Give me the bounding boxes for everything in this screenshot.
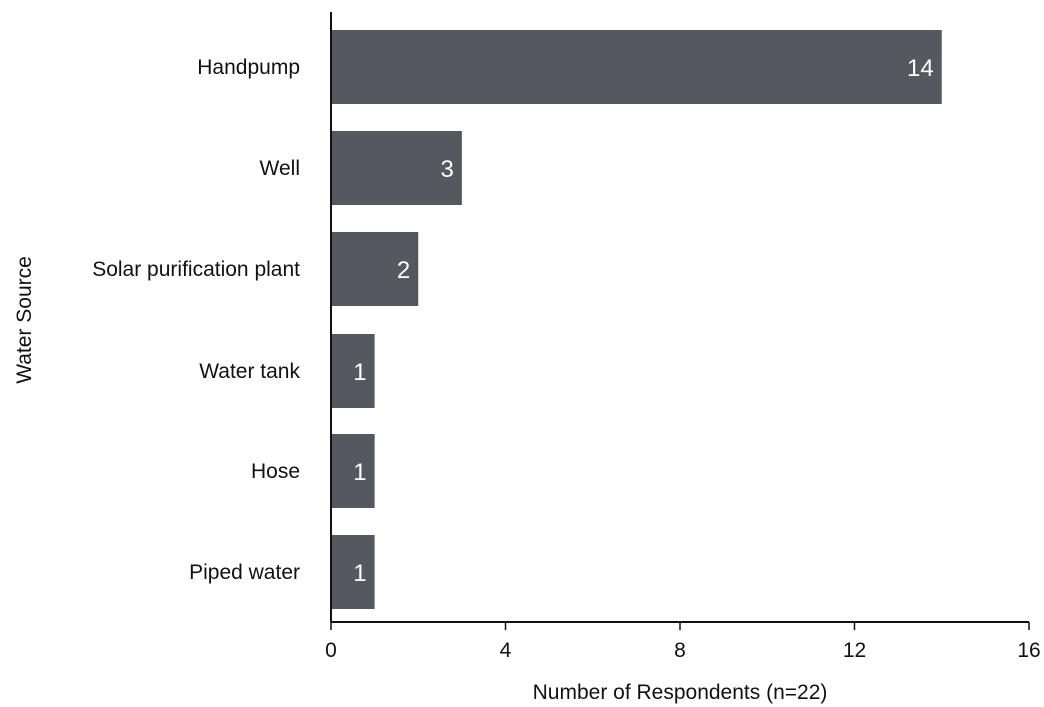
bar [331, 434, 375, 508]
bar [331, 232, 419, 306]
category-label: Water tank [199, 360, 300, 383]
x-tick-label: 16 [1017, 639, 1040, 662]
bar-value-label: 3 [441, 156, 454, 183]
bar-value-label: 1 [353, 459, 366, 486]
data-labels: 14 3 2 1 1 1 [353, 55, 933, 587]
x-axis-ticks: 0 4 8 12 16 [325, 622, 1041, 662]
category-label: Handpump [197, 56, 300, 79]
category-label: Solar purification plant [92, 258, 300, 281]
category-labels: Handpump Well Solar purification plant Wate… [92, 56, 300, 584]
bar-value-label: 1 [353, 359, 366, 386]
category-label: Well [260, 157, 300, 180]
category-label: Hose [251, 460, 300, 483]
bar-value-label: 1 [353, 560, 366, 587]
x-tick-label: 0 [325, 639, 337, 662]
bars-layer [331, 30, 942, 609]
category-label: Piped water [189, 561, 300, 584]
y-axis-title: Water Source [13, 256, 36, 384]
bar [331, 334, 375, 408]
bar [331, 30, 942, 104]
x-axis-title: Number of Respondents (n=22) [533, 681, 828, 704]
bar-value-label: 14 [907, 55, 934, 82]
bar-value-label: 2 [397, 257, 410, 284]
x-tick-label: 4 [500, 639, 512, 662]
x-tick-label: 12 [843, 639, 866, 662]
x-tick-label: 8 [674, 639, 686, 662]
bar [331, 535, 375, 609]
bar [331, 131, 462, 205]
